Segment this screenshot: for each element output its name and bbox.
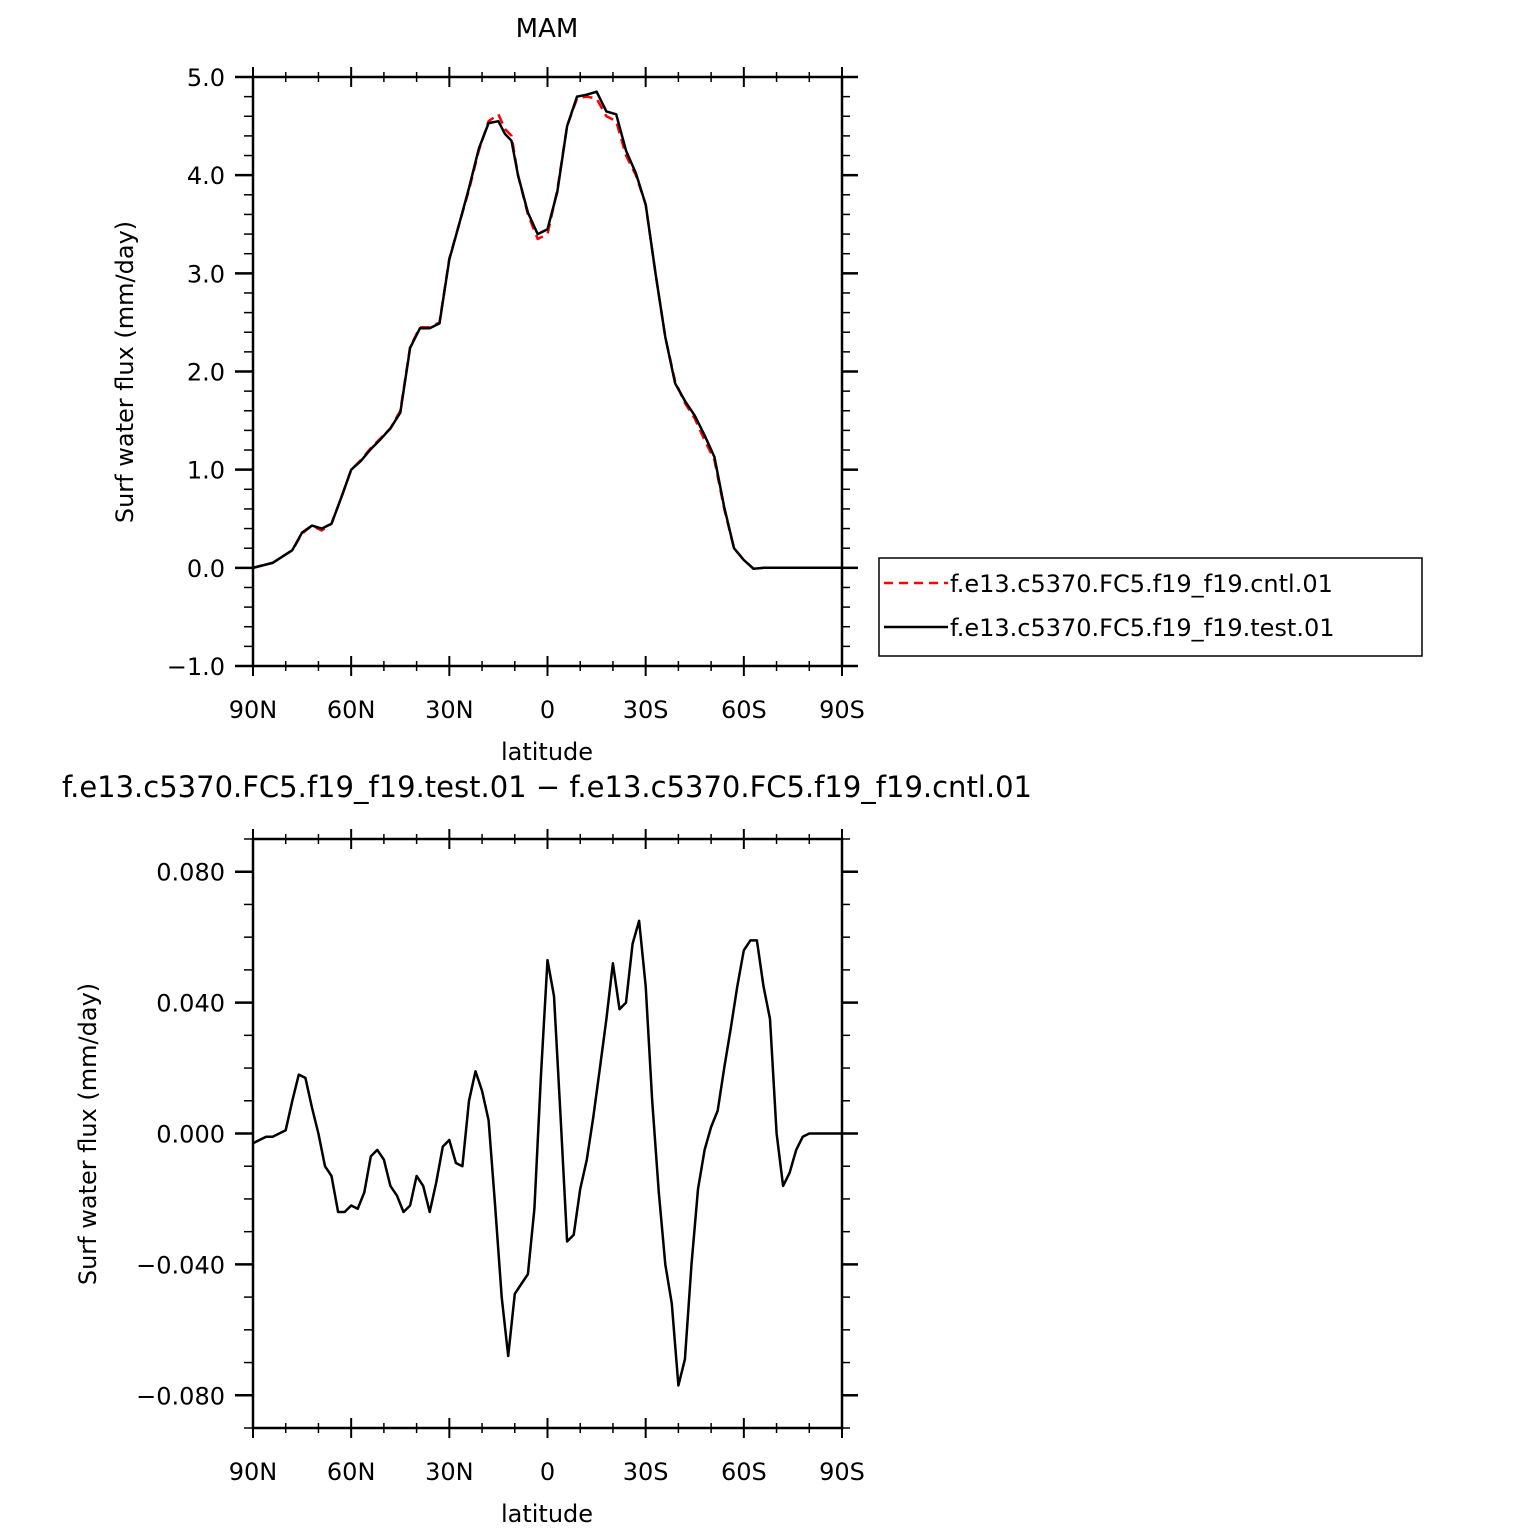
legend-label-cntl: f.e13.c5370.FC5.f19_f19.cntl.01 [950, 570, 1333, 598]
top-x-tick-label: 30S [623, 696, 669, 724]
top-x-axis-label: latitude [501, 738, 593, 766]
bottom-plot-frame [251, 837, 844, 1430]
legend-box [878, 557, 1423, 657]
bottom-x-tick-label: 30N [425, 1458, 474, 1486]
bottom-series-layer [252, 919, 842, 1387]
top-series-layer [252, 90, 842, 571]
top-y-tick-label: 1.0 [187, 457, 225, 485]
bottom-y-tick-label: −0.080 [136, 1382, 225, 1410]
bottom-y-tick-label: −0.040 [136, 1251, 225, 1279]
bottom-x-tick-label: 0 [540, 1458, 555, 1486]
top-y-tick-label: −1.0 [167, 653, 225, 681]
top-plot-frame [251, 75, 844, 668]
top-y-tick-label: 2.0 [187, 359, 225, 387]
top-x-tick-label: 60S [721, 696, 767, 724]
bottom-x-tick-label: 90S [819, 1458, 865, 1486]
bottom-x-axis-label: latitude [501, 1500, 593, 1528]
top-y-tick-label: 3.0 [187, 260, 225, 288]
top-x-tick-label: 90S [819, 696, 865, 724]
bottom-x-tick-label: 30S [623, 1458, 669, 1486]
top-x-tick-label: 90N [229, 696, 278, 724]
bottom-y-axis-label: Surf water flux (mm/day) [74, 983, 102, 1285]
top-x-tick-label: 30N [425, 696, 474, 724]
top-panel: MAM 90N 60N 30N 0 30S 60S 90S −1.0 0.0 1.0 2.0 3.0 4… [111, 14, 865, 766]
bottom-x-tick-label: 60S [721, 1458, 767, 1486]
top-y-axis-label: Surf water flux (mm/day) [111, 221, 139, 523]
bottom-series-line-0 [252, 919, 842, 1387]
bottom-chart-title: f.e13.c5370.FC5.f19_f19.test.01 − f.e13.… [62, 770, 1032, 804]
top-series-line-1 [252, 90, 842, 571]
top-y-tick-label: 5.0 [187, 64, 225, 92]
top-y-tick-label: 4.0 [187, 162, 225, 190]
bottom-axes-layer: 90N 60N 30N 0 30S 60S 90S −0.080 −0.040 0.000 0.04… [136, 829, 865, 1486]
bottom-x-tick-label: 90N [229, 1458, 278, 1486]
top-x-tick-label: 0 [540, 696, 555, 724]
top-chart-title: MAM [516, 14, 579, 44]
top-axes-layer: 90N 60N 30N 0 30S 60S 90S −1.0 0.0 1.0 2.0 3.0 4.0 5.… [167, 64, 865, 724]
legend-label-test: f.e13.c5370.FC5.f19_f19.test.01 [950, 614, 1335, 642]
legend: f.e13.c5370.FC5.f19_f19.cntl.01 f.e13.c5… [878, 557, 1423, 657]
bottom-y-tick-label: 0.000 [156, 1121, 225, 1149]
bottom-y-tick-label: 0.080 [156, 859, 225, 887]
bottom-y-tick-label: 0.040 [156, 990, 225, 1018]
top-y-tick-label: 0.0 [187, 555, 225, 583]
bottom-x-tick-label: 60N [327, 1458, 376, 1486]
bottom-panel: f.e13.c5370.FC5.f19_f19.test.01 − f.e13.… [62, 770, 1032, 1528]
top-x-tick-label: 60N [327, 696, 376, 724]
